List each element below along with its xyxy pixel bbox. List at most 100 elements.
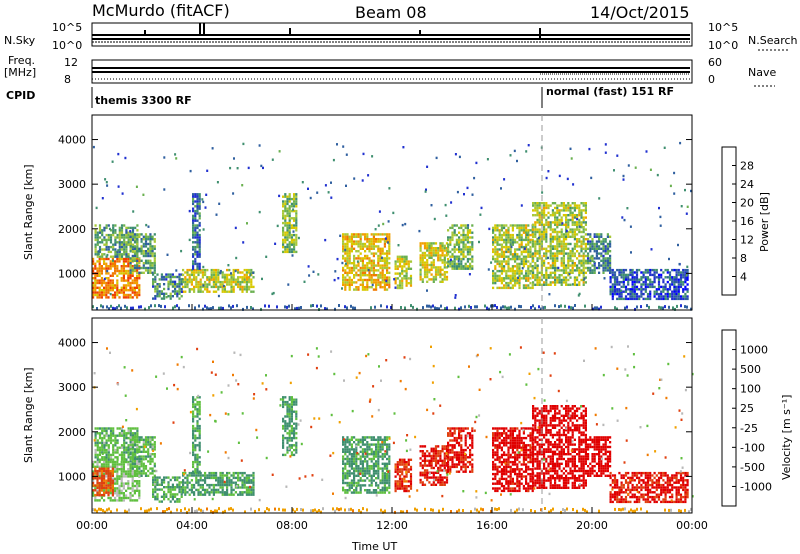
data-cell: [421, 263, 424, 267]
data-cell: [232, 285, 235, 289]
data-cell: [107, 279, 110, 282]
data-cell: [293, 245, 296, 249]
data-cell: [107, 267, 110, 270]
data-cell: [469, 257, 472, 261]
data-cell: [127, 253, 130, 256]
data-cell: [571, 221, 574, 224]
data-cell: [441, 254, 444, 257]
data-cell: [182, 290, 185, 293]
noise-cell: [103, 277, 106, 281]
data-cell: [455, 224, 458, 227]
data-cell: [386, 281, 389, 284]
noise-cell: [604, 143, 607, 146]
data-cell: [573, 262, 576, 265]
data-cell: [441, 242, 444, 245]
data-cell: [642, 280, 645, 284]
data-cell: [562, 233, 565, 236]
power-x-axis: [91, 304, 693, 310]
data-cell: [136, 436, 139, 439]
data-cell: [507, 245, 510, 249]
data-cell: [217, 479, 220, 482]
data-cell: [536, 252, 539, 255]
data-cell: [286, 432, 289, 435]
data-cell: [556, 281, 559, 284]
data-cell: [505, 274, 508, 278]
ground-scatter-cell: [554, 304, 556, 308]
data-cell: [138, 445, 141, 449]
data-cell: [282, 243, 285, 246]
data-cell: [180, 493, 183, 496]
data-cell: [357, 233, 360, 236]
data-cell: [96, 233, 99, 237]
data-cell: [129, 235, 132, 238]
data-cell: [199, 278, 202, 281]
data-cell: [192, 255, 195, 258]
data-cell: [522, 226, 525, 230]
data-cell: [372, 288, 375, 291]
data-cell: [109, 262, 112, 265]
data-cell: [464, 245, 467, 249]
data-cell: [252, 486, 255, 489]
data-cell: [662, 280, 665, 284]
data-cell: [196, 197, 199, 201]
data-cell: [94, 293, 97, 297]
data-cell: [198, 460, 201, 464]
data-cell: [507, 231, 510, 234]
data-cell: [286, 250, 289, 254]
data-cell: [163, 476, 166, 479]
data-cell: [107, 467, 110, 470]
data-cell: [286, 245, 289, 249]
data-cell: [131, 436, 134, 439]
data-cell: [631, 285, 634, 289]
data-cell: [527, 284, 530, 287]
data-cell: [525, 274, 528, 278]
data-cell: [543, 262, 546, 265]
data-cell: [293, 200, 296, 203]
data-cell: [196, 265, 199, 268]
noise-cell: [623, 218, 626, 222]
noise-cell: [206, 169, 209, 172]
data-cell: [421, 280, 424, 283]
data-cell: [437, 266, 440, 269]
data-cell: [458, 226, 461, 230]
noise-cell: [232, 192, 235, 195]
data-cell: [152, 278, 155, 281]
data-cell: [525, 248, 528, 251]
ground-scatter-cell: [316, 304, 318, 308]
data-cell: [192, 465, 195, 469]
data-cell: [545, 276, 548, 279]
data-cell: [646, 278, 650, 281]
data-cell: [180, 280, 183, 283]
data-cell: [580, 254, 583, 258]
data-cell: [529, 281, 532, 285]
data-cell: [230, 481, 233, 484]
ground-scatter-cell: [558, 305, 560, 309]
data-cell: [445, 278, 449, 281]
data-cell: [511, 241, 514, 244]
data-cell: [129, 441, 132, 444]
data-cell: [624, 268, 628, 272]
data-cell: [133, 465, 136, 468]
data-cell: [133, 286, 136, 289]
data-cell: [379, 250, 382, 253]
data-cell: [531, 226, 534, 230]
data-cell: [593, 269, 596, 272]
data-cell: [560, 262, 563, 265]
data-cell: [114, 436, 117, 440]
data-cell: [103, 460, 106, 464]
data-cell: [398, 262, 402, 266]
data-cell: [169, 478, 172, 482]
data-cell: [534, 221, 537, 224]
data-cell: [125, 460, 128, 464]
data-cell: [98, 274, 101, 277]
data-cell: [114, 236, 117, 239]
data-cell: [534, 206, 537, 210]
data-cell: [578, 254, 581, 258]
data-cell: [103, 286, 106, 289]
data-cell: [237, 283, 240, 286]
noise-cell: [303, 280, 306, 283]
data-cell: [232, 273, 235, 277]
data-cell: [176, 290, 179, 293]
data-cell: [682, 273, 685, 277]
data-cell: [140, 457, 143, 461]
